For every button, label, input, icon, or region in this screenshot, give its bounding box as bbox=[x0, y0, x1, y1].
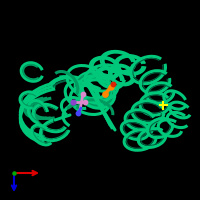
Point bbox=[76, 111, 80, 115]
Point bbox=[103, 92, 107, 96]
Point bbox=[12, 171, 16, 175]
Point bbox=[111, 82, 115, 86]
Point bbox=[81, 92, 85, 96]
Point bbox=[71, 100, 75, 104]
Point bbox=[83, 100, 87, 104]
Point bbox=[109, 85, 113, 89]
